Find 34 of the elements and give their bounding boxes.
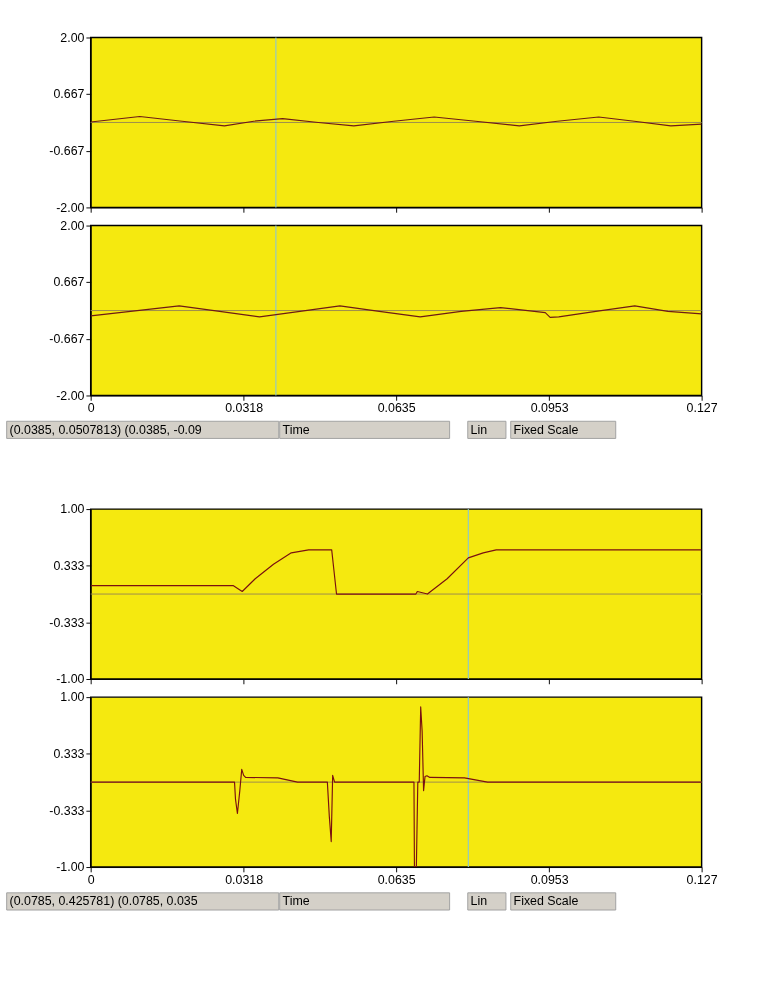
x-tick-label: 0.127: [686, 401, 718, 416]
y-tick-label: 1.00: [60, 502, 85, 517]
x-tick-label: 0.0318: [225, 401, 264, 416]
y-tick-label: 2.00: [60, 218, 85, 233]
y-tick-label: 1.00: [60, 690, 85, 705]
y-tick-label: -1.00: [56, 860, 85, 875]
x-tick-label: 0.0635: [377, 401, 416, 416]
text: Time: [282, 894, 310, 909]
x-tick-label: 0.0953: [530, 401, 569, 416]
text: Lin: [470, 894, 488, 909]
text: Fixed Scale: [513, 422, 579, 437]
x-tick-label: 0: [87, 872, 95, 887]
y-tick-label: 0.333: [53, 747, 85, 762]
y-tick-label: -0.667: [49, 332, 85, 347]
x-tick-label: 0.0953: [530, 872, 569, 887]
text: (0.0785, 0.425781) (0.0785, 0.035: [9, 894, 198, 909]
x-tick-label: 0: [87, 401, 95, 416]
y-tick-label: -1.00: [56, 672, 85, 687]
y-tick-label: 2.00: [60, 30, 85, 45]
y-tick-label: 0.333: [53, 559, 85, 574]
text: (0.0385, 0.0507813) (0.0385, -0.09: [9, 422, 202, 437]
y-tick-label: 0.667: [53, 275, 85, 290]
text: Fixed Scale: [513, 894, 579, 909]
text: Lin: [470, 422, 488, 437]
y-tick-label: -2.00: [56, 388, 85, 403]
x-tick-label: 0.0635: [377, 872, 416, 887]
y-tick-label: -0.333: [49, 803, 85, 818]
y-tick-label: -0.333: [49, 615, 85, 630]
y-tick-label: 0.667: [53, 87, 85, 102]
y-tick-label: -0.667: [49, 144, 85, 159]
x-tick-label: 0.127: [686, 872, 718, 887]
text: Time: [282, 422, 310, 437]
x-tick-label: 0.0318: [225, 872, 264, 887]
y-tick-label: -2.00: [56, 200, 85, 215]
